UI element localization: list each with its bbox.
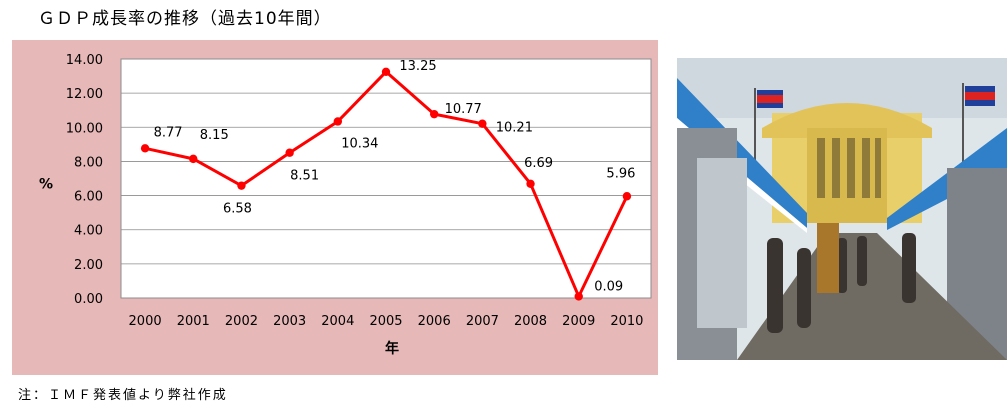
data-point (526, 179, 535, 188)
x-tick-label: 2000 (129, 314, 162, 329)
x-axis-label: 年 (385, 340, 399, 357)
data-label: 10.77 (445, 102, 482, 117)
y-tick-label: 4.00 (74, 224, 103, 239)
y-tick-label: 0.00 (74, 292, 103, 307)
data-point (622, 192, 632, 201)
data-point (189, 154, 198, 164)
data-label: 6.58 (223, 202, 252, 217)
x-tick-label: 2004 (321, 314, 354, 329)
data-point (140, 144, 150, 153)
y-tick-label: 10.00 (66, 121, 103, 136)
x-tick-label: 2001 (177, 314, 210, 329)
data-label: 13.25 (399, 59, 436, 74)
y-tick-label: 8.00 (74, 155, 103, 170)
data-point (574, 292, 583, 301)
source-note: 注：ＩＭＦ発表値より弊社作成 (18, 388, 228, 403)
data-point (478, 119, 487, 128)
gdp-chart: 0.00 2.00 4.00 6.00 8.00 10.00 12.00 14.00 2000 2… (12, 40, 658, 375)
x-tick-label: 2005 (369, 314, 402, 329)
data-point (381, 67, 391, 77)
data-label: 8.15 (200, 128, 229, 143)
y-tick-label: 6.00 (74, 190, 103, 205)
market-photo (677, 58, 1007, 360)
x-tick-label: 2007 (466, 314, 499, 329)
data-label: 8.51 (290, 169, 319, 184)
plot-area (120, 58, 652, 299)
data-label: 6.69 (524, 156, 553, 171)
y-axis-label: % (39, 177, 53, 193)
data-point (429, 109, 439, 119)
data-label: 5.96 (606, 166, 635, 181)
market-photo-image (677, 58, 1007, 360)
chart-svg: 0.00 2.00 4.00 6.00 8.00 10.00 12.00 14.00 2000 2… (39, 53, 652, 357)
y-tick-label: 12.00 (66, 87, 103, 102)
data-label: 10.34 (341, 136, 378, 151)
data-point (237, 181, 246, 190)
y-tick-label: 2.00 (74, 258, 103, 273)
x-tick-label: 2010 (610, 314, 643, 329)
x-tick-label: 2008 (514, 314, 547, 329)
x-tick-label: 2002 (225, 314, 258, 329)
data-label: 8.77 (154, 125, 183, 140)
x-tick-label: 2009 (562, 314, 595, 329)
data-point (333, 117, 343, 126)
data-label: 0.09 (594, 279, 623, 294)
data-point (285, 148, 294, 157)
page-title: ＧＤＰ成長率の推移（過去10年間） (38, 9, 332, 29)
x-tick-label: 2003 (273, 314, 306, 329)
data-label: 10.21 (496, 121, 533, 136)
x-tick-label: 2006 (418, 314, 451, 329)
y-tick-label: 14.00 (66, 53, 103, 68)
